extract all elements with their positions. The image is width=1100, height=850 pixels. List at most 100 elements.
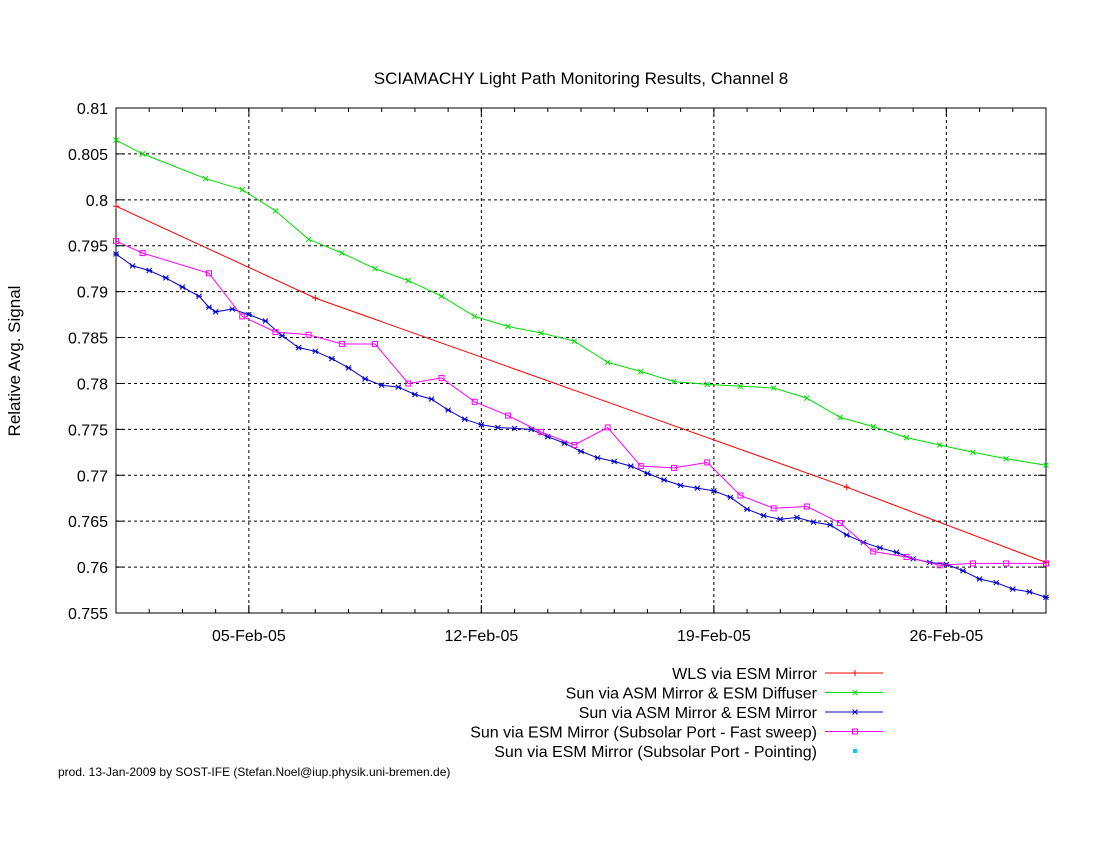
marker-stroke <box>936 442 943 448</box>
data-point <box>852 689 858 696</box>
marker-stroke <box>196 293 202 300</box>
data-point <box>1003 560 1010 567</box>
data-point <box>438 293 445 300</box>
marker-stroke <box>893 549 900 556</box>
marker-stroke <box>744 506 750 513</box>
data-point <box>362 376 369 382</box>
data-point <box>202 175 209 182</box>
marker-stroke <box>438 293 445 300</box>
data-point <box>760 512 767 519</box>
data-point <box>936 442 943 448</box>
series-2 <box>113 137 1049 469</box>
data-point <box>411 391 418 398</box>
marker-stroke <box>405 277 412 284</box>
data-point <box>804 395 810 401</box>
data-point <box>959 567 966 574</box>
data-point <box>139 151 146 157</box>
marker-stroke <box>810 519 817 525</box>
marker-stroke <box>505 323 511 330</box>
marker-stroke <box>637 368 644 375</box>
y-tick-label: 0.81 <box>77 101 108 118</box>
marker-stroke <box>671 378 677 385</box>
data-point <box>710 488 717 494</box>
data-point <box>853 749 857 753</box>
data-point <box>1026 589 1033 595</box>
data-point <box>770 505 777 512</box>
x-tick-label: 05-Feb-05 <box>212 628 286 645</box>
marker-stroke <box>943 561 950 568</box>
legend-label: WLS via ESM Mirror <box>672 666 818 683</box>
marker-stroke <box>471 313 478 320</box>
marker-stroke <box>279 332 285 339</box>
marker-stroke <box>428 396 435 402</box>
data-point <box>113 203 119 210</box>
marker-stroke <box>511 425 518 432</box>
data-point <box>262 318 269 324</box>
data-point <box>969 560 976 567</box>
marker-stroke <box>644 470 651 477</box>
data-point <box>372 265 378 272</box>
series-line <box>115 253 1047 598</box>
data-point <box>843 484 850 491</box>
marker-stroke <box>139 151 146 157</box>
data-point <box>338 340 345 347</box>
legend-label: Sun via ESM Mirror (Subsolar Port - Fast… <box>470 725 817 742</box>
data-point <box>378 382 385 389</box>
marker-stroke <box>495 424 501 431</box>
marker-stroke <box>852 709 858 715</box>
data-point <box>239 313 246 320</box>
data-point <box>113 251 119 257</box>
marker-stroke <box>372 265 378 272</box>
marker-stroke <box>478 421 485 428</box>
data-point <box>837 414 843 421</box>
data-point <box>777 516 784 523</box>
marker-stroke <box>202 175 209 182</box>
data-point <box>494 424 501 431</box>
data-point <box>737 383 744 390</box>
series-layer <box>113 137 1049 601</box>
data-point <box>305 236 312 243</box>
data-point <box>870 423 877 430</box>
y-tick-label: 0.79 <box>77 285 108 302</box>
y-tick-label: 0.78 <box>77 376 108 393</box>
marker-stroke <box>461 416 468 423</box>
marker-stroke <box>239 186 246 193</box>
series-4 <box>113 238 1049 569</box>
data-point <box>578 448 584 455</box>
marker-stroke <box>704 381 711 388</box>
data-point <box>644 470 651 477</box>
marker-stroke <box>827 522 833 528</box>
marker-stroke <box>770 385 777 391</box>
data-point <box>976 576 983 582</box>
data-point <box>870 548 877 555</box>
marker-stroke <box>711 488 717 494</box>
data-point <box>1043 462 1049 469</box>
marker-stroke <box>229 306 236 312</box>
marker-stroke <box>362 376 368 382</box>
data-point <box>1043 594 1049 601</box>
plot-frame <box>115 107 1047 614</box>
marker-stroke <box>837 414 843 421</box>
data-point <box>471 313 478 320</box>
data-point <box>162 275 169 281</box>
marker-stroke <box>604 359 611 366</box>
data-point <box>604 359 611 366</box>
data-point <box>694 485 701 491</box>
marker-stroke <box>804 395 810 401</box>
data-point <box>179 284 186 290</box>
marker-stroke <box>305 236 312 243</box>
data-point <box>737 492 744 499</box>
data-point <box>478 421 485 428</box>
marker-stroke <box>777 516 784 523</box>
data-point <box>627 463 634 469</box>
marker-stroke <box>1043 594 1049 601</box>
data-point <box>810 519 817 525</box>
data-point <box>677 482 684 489</box>
marker-stroke <box>960 567 966 574</box>
y-tick-label: 0.755 <box>68 606 108 623</box>
data-point <box>852 670 858 676</box>
data-point <box>272 207 279 214</box>
marker-stroke <box>737 383 744 390</box>
data-point <box>505 323 511 330</box>
legend: WLS via ESM Mirror Sun via ASM Mirror & E… <box>470 666 883 761</box>
